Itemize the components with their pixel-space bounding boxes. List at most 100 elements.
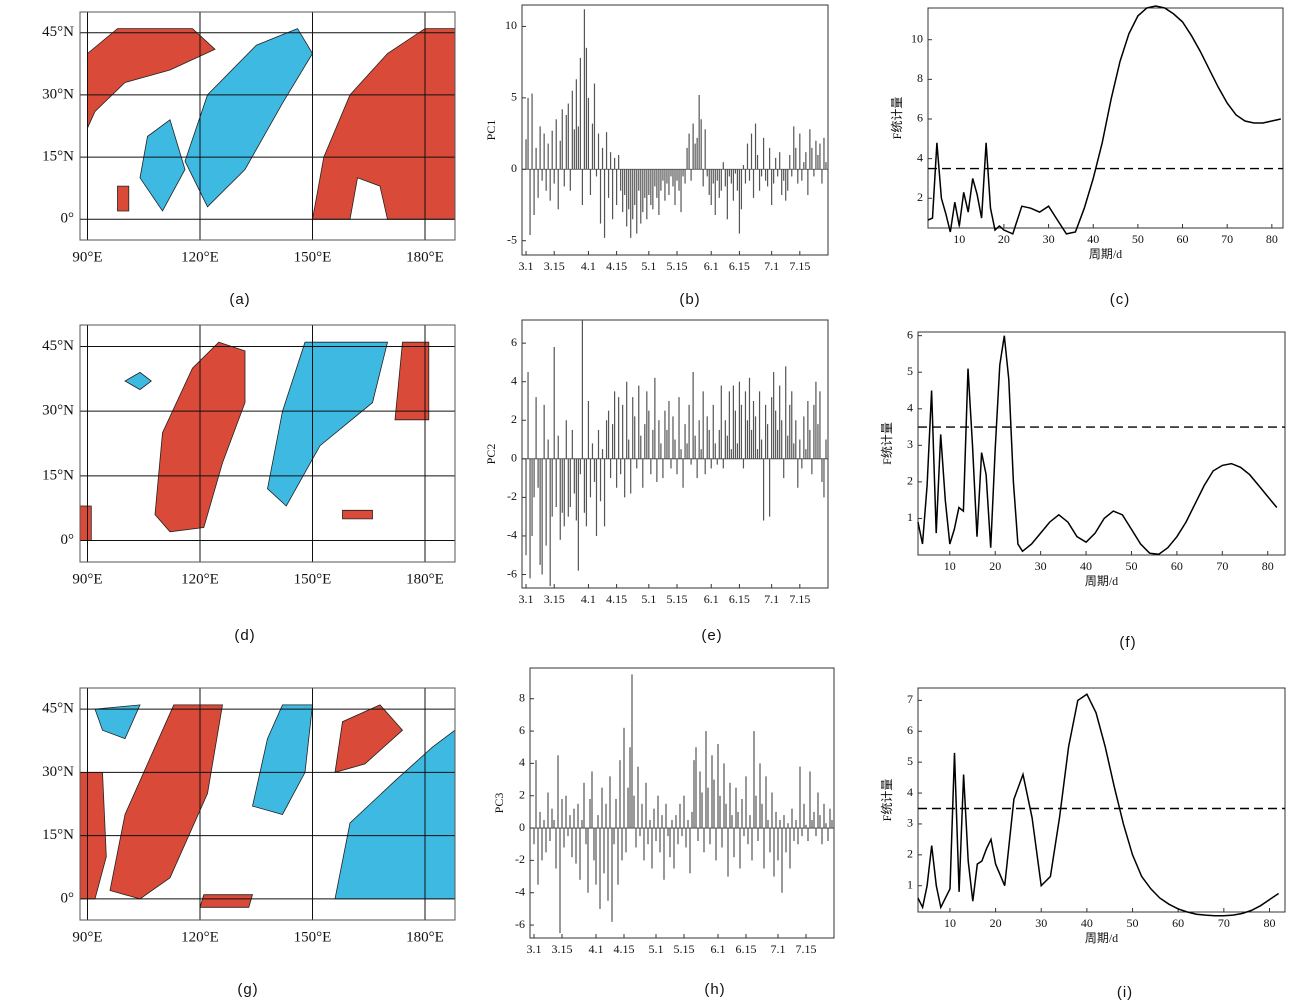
bar: [648, 410, 650, 459]
bar: [730, 449, 732, 459]
bar: [696, 458, 698, 479]
bar: [644, 169, 646, 198]
panel: (a) 90°E 120°E 150°E 180°E 0° 15°N 30°N 45°N: [42, 11, 456, 308]
bar: [676, 458, 678, 475]
plot-frame: [521, 4, 829, 256]
bar: [651, 828, 653, 869]
x-tick-label: 50: [1125, 559, 1137, 573]
bar: [553, 346, 555, 459]
y-tick-label: 5: [907, 754, 913, 768]
bar: [702, 391, 704, 459]
line: [927, 5, 1281, 235]
bar: [623, 727, 625, 829]
x-tick-label: 4.1: [581, 592, 596, 606]
bar: [656, 169, 658, 198]
negative-anomaly: [139, 119, 186, 212]
bar: [670, 458, 672, 469]
bar: [741, 798, 743, 829]
bar: [668, 169, 670, 195]
y-tick-label: 30°N: [42, 764, 74, 780]
y-tick-label: -6: [507, 566, 517, 580]
bar: [716, 169, 718, 181]
bar: [626, 169, 628, 227]
x-tick-label: 60: [1172, 916, 1184, 930]
bar: [720, 385, 722, 459]
bar: [763, 828, 765, 869]
y-tick-label: 0: [511, 451, 517, 465]
bar: [694, 143, 696, 170]
bar: [571, 828, 573, 858]
caption: (i): [1117, 984, 1133, 1001]
y-axis-label: PC1: [484, 120, 498, 141]
bar: [771, 169, 773, 205]
bar: [665, 803, 667, 829]
bar: [831, 819, 833, 829]
bar: [823, 803, 825, 829]
y-tick-label: 0°: [61, 532, 75, 548]
bar: [795, 819, 797, 829]
bar: [725, 803, 727, 829]
bar: [547, 143, 549, 170]
negative-anomaly: [94, 704, 141, 740]
bar: [697, 828, 699, 841]
x-tick-label: 80: [1266, 232, 1278, 246]
bar: [563, 828, 565, 848]
bar: [722, 458, 724, 469]
bar: [693, 760, 695, 829]
bar: [817, 792, 819, 829]
y-tick-label: 6: [907, 723, 913, 737]
bar: [769, 828, 771, 853]
bar: [607, 410, 610, 459]
bar: [749, 815, 751, 829]
bar: [717, 743, 719, 829]
bar: [653, 808, 655, 829]
bar: [579, 458, 581, 475]
bar: [595, 458, 598, 536]
bar: [656, 458, 658, 482]
x-tick-label: 90°E: [72, 249, 102, 265]
bar: [638, 169, 640, 191]
bar: [695, 747, 697, 829]
bar: [571, 90, 573, 170]
bar: [634, 416, 636, 459]
bar: [781, 169, 783, 195]
bar: [757, 828, 759, 841]
positive-anomaly: [199, 894, 254, 908]
bar: [545, 458, 547, 546]
bar: [654, 169, 656, 187]
caption: (h): [704, 981, 725, 998]
y-tick-label: 2: [917, 190, 923, 204]
plot-frame: [917, 331, 1286, 556]
bar: [787, 823, 789, 829]
bar: [589, 169, 592, 195]
x-tick-label: 120°E: [181, 929, 219, 945]
x-tick-label: 30: [1035, 559, 1047, 573]
x-tick-label: 5.1: [641, 592, 656, 606]
bar: [650, 458, 652, 475]
x-tick-label: 5.15: [667, 592, 688, 606]
y-tick-label: 6: [907, 327, 913, 341]
bar: [748, 377, 751, 459]
bar: [686, 443, 688, 459]
bar: [639, 828, 641, 837]
map-background: [80, 325, 455, 562]
y-tick-label: 2: [907, 474, 913, 488]
bar: [529, 169, 531, 235]
bar: [815, 828, 817, 837]
bar: [723, 763, 725, 829]
bar: [557, 755, 559, 829]
bar: [549, 828, 551, 841]
y-tick-label: 1: [907, 510, 913, 524]
x-tick-label: 50: [1127, 916, 1139, 930]
y-tick-label: -2: [515, 852, 525, 866]
bar: [649, 819, 651, 829]
bar: [765, 776, 767, 829]
x-tick-label: 7.15: [789, 259, 810, 273]
bar: [557, 435, 559, 459]
bar: [815, 381, 817, 459]
bar: [678, 169, 680, 191]
bar: [787, 435, 789, 459]
x-tick-label: 150°E: [294, 249, 332, 265]
bar: [593, 828, 595, 861]
